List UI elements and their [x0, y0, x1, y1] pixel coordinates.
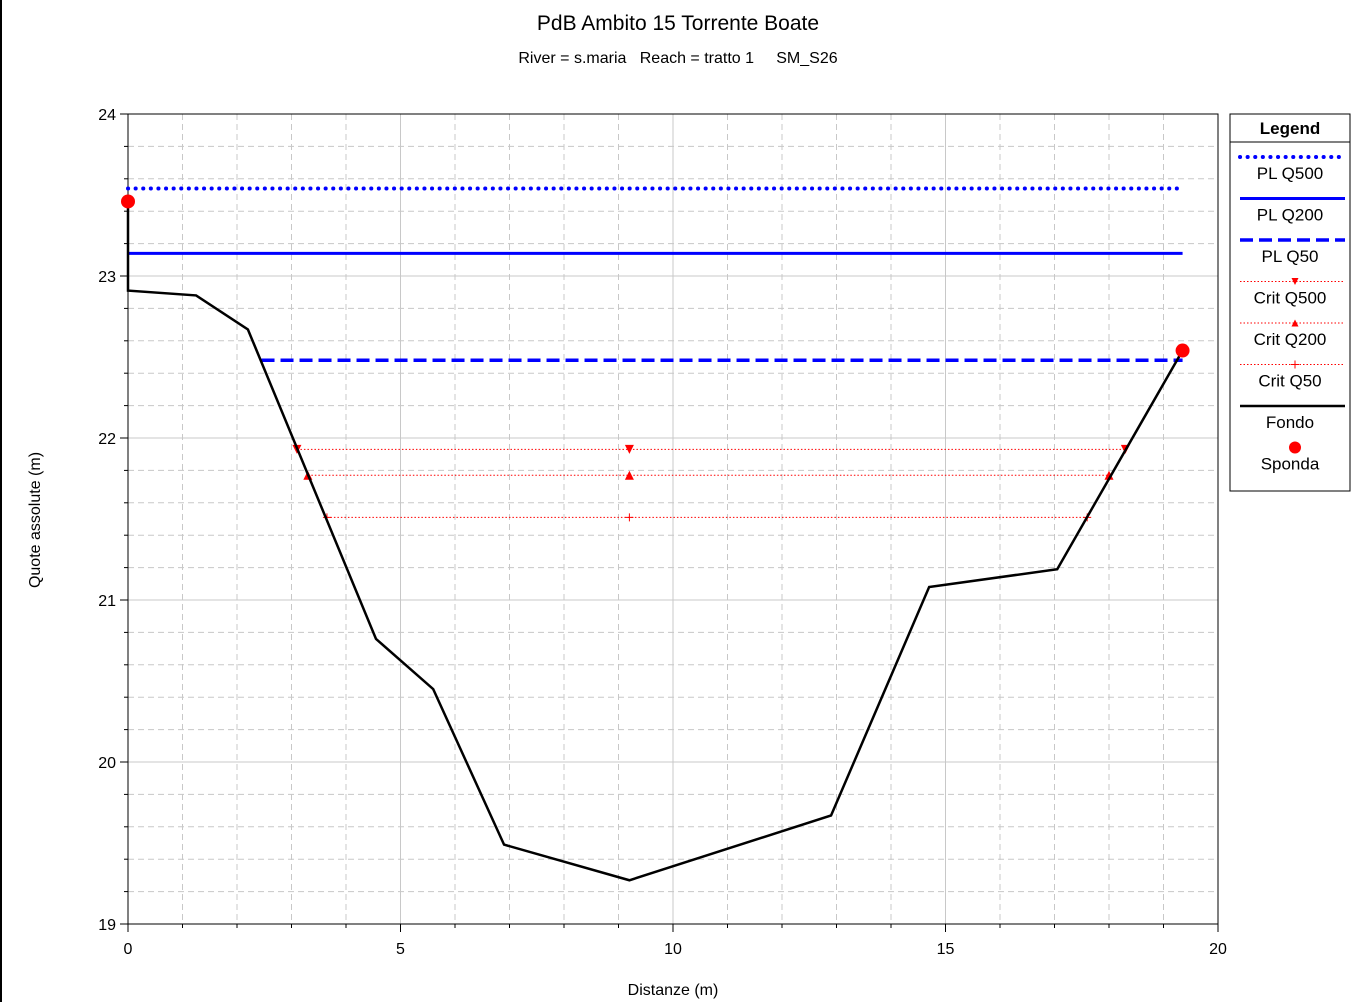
data-point-crit-q200: [1104, 470, 1114, 480]
axis-ticks: 0 5 10 15 20 19 20 21 22 23 24: [98, 107, 1227, 958]
legend-label-fondo: Fondo: [1266, 413, 1314, 432]
data-point-sponda: [121, 194, 135, 209]
data-point-crit-q50: [625, 513, 634, 522]
x-tick-label: 5: [396, 941, 405, 958]
legend-label-crit-q50: Crit Q50: [1258, 372, 1321, 391]
legend-label-pl-q200: PL Q200: [1257, 206, 1323, 225]
legend-marker-crit-q500: [1291, 278, 1299, 285]
x-tick-label: 10: [664, 941, 682, 958]
legend-title: Legend: [1260, 119, 1320, 138]
x-tick-label: 15: [937, 941, 955, 958]
x-tick-label: 0: [124, 941, 133, 958]
y-tick-label: 21: [98, 593, 116, 610]
legend-label-pl-q500: PL Q500: [1257, 164, 1323, 183]
y-axis-label: Quote assolute (m): [27, 452, 44, 588]
data-point-sponda: [1175, 343, 1190, 358]
legend: Legend PL Q500 PL Q200 PL Q50 Crit Q500 Crit …: [1229, 113, 1351, 492]
x-axis-label: Distanze (m): [628, 982, 719, 999]
window-left-border: [0, 0, 2, 1002]
data-series: [121, 186, 1190, 882]
legend-box: [1229, 113, 1351, 492]
y-tick-label: 24: [98, 107, 116, 124]
data-point-crit-q500: [624, 444, 634, 454]
chart-subtitle: River = s.maria Reach = tratto 1 SM_S26: [518, 50, 837, 67]
grid-lines: [128, 114, 1218, 924]
y-tick-label: 19: [98, 917, 116, 934]
chart-title: PdB Ambito 15 Torrente Boate: [537, 12, 819, 35]
legend-label-pl-q50: PL Q50: [1261, 247, 1318, 266]
legend-label-crit-q200: Crit Q200: [1254, 330, 1327, 349]
y-tick-label: 22: [98, 431, 116, 448]
x-tick-label: 20: [1209, 941, 1227, 958]
y-tick-label: 23: [98, 269, 116, 286]
series-line-fondo: [126, 201, 1184, 882]
legend-marker-crit-q200: [1291, 319, 1299, 327]
legend-marker-crit-q50: [1291, 360, 1299, 369]
legend-marker-sponda: [1289, 441, 1301, 454]
legend-label-sponda: Sponda: [1261, 455, 1320, 474]
y-tick-label: 20: [98, 755, 116, 772]
legend-label-crit-q500: Crit Q500: [1254, 289, 1327, 308]
data-point-crit-q200: [624, 470, 634, 480]
